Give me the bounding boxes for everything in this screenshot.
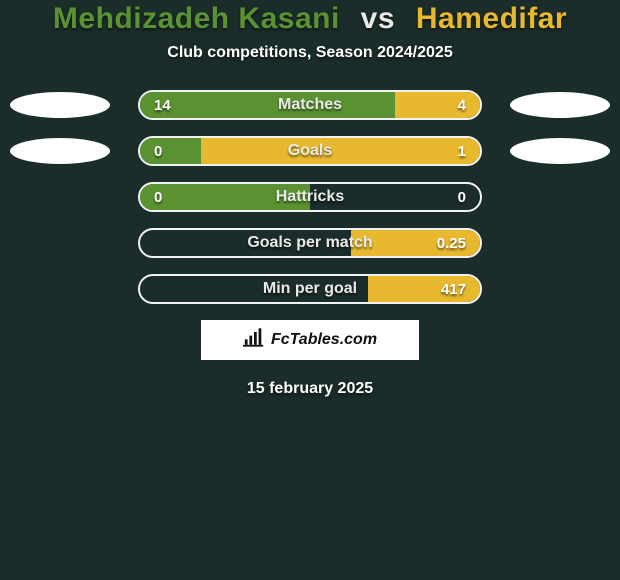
attribution-text: FcTables.com [271,331,377,349]
card-subtitle: Club competitions, Season 2024/2025 [0,44,620,62]
stat-bar: 0.25Goals per match [138,228,482,258]
title-player2: Hamedifar [416,2,567,35]
card-title: Mehdizadeh Kasani vs Hamedifar [0,2,620,36]
stat-value-right: 0 [458,184,466,210]
stat-row: 144Matches [0,90,620,120]
stat-row: 01Goals [0,136,620,166]
attribution-badge: FcTables.com [201,320,419,360]
bar-segment-left [140,184,310,210]
stat-bar: 144Matches [138,90,482,120]
bar-segment-left [140,92,395,118]
comparison-card: Mehdizadeh Kasani vs Hamedifar Club comp… [0,0,620,580]
stat-bar: 417Min per goal [138,274,482,304]
bar-segment-right [351,230,480,256]
stat-bar: 00Hattricks [138,182,482,212]
chart-icon [243,328,265,352]
footer-date: 15 february 2025 [0,380,620,398]
title-vs: vs [361,2,395,35]
club-badge-left [10,92,110,118]
stat-bar: 01Goals [138,136,482,166]
bar-segment-right [368,276,480,302]
stat-row: 417Min per goal [0,274,620,304]
stat-row: 00Hattricks [0,182,620,212]
stat-row: 0.25Goals per match [0,228,620,258]
bar-segment-left [140,138,201,164]
stat-rows: 144Matches 01Goals 00Hattricks 0.25Goals pe… [0,90,620,304]
title-player1: Mehdizadeh Kasani [53,2,340,35]
club-badge-left [10,138,110,164]
club-badge-right [510,92,610,118]
bar-segment-right [395,92,480,118]
bar-segment-right [201,138,480,164]
club-badge-right [510,138,610,164]
